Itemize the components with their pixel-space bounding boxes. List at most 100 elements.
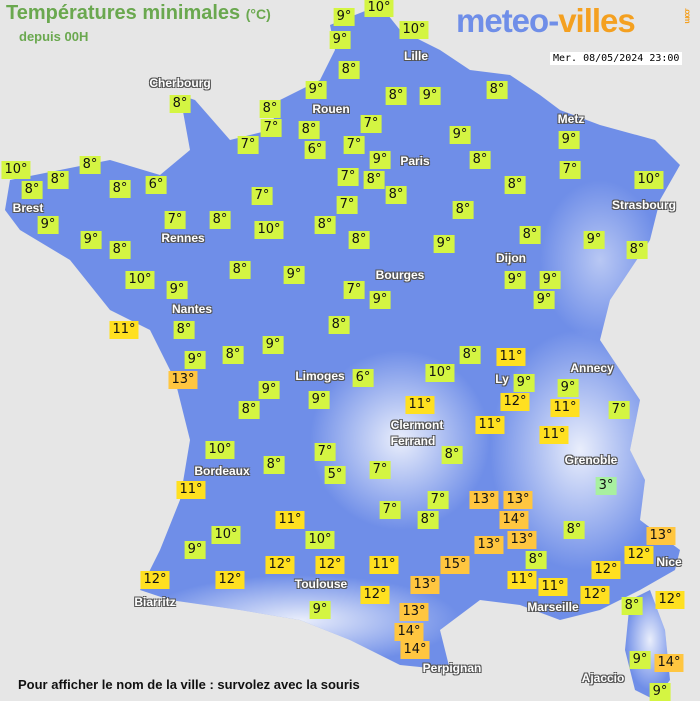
temperature-marker[interactable]: 8° [238, 401, 260, 419]
temperature-marker[interactable]: 9° [166, 281, 188, 299]
temperature-marker[interactable]: 13° [168, 371, 198, 389]
temperature-marker[interactable]: 9° [583, 231, 605, 249]
temperature-marker[interactable]: 8° [298, 121, 320, 139]
temperature-marker[interactable]: 6° [145, 176, 167, 194]
temperature-marker[interactable]: 9° [504, 271, 526, 289]
temperature-marker[interactable]: 8° [263, 456, 285, 474]
temperature-marker[interactable]: 9° [305, 81, 327, 99]
temperature-marker[interactable]: 8° [348, 231, 370, 249]
temperature-marker[interactable]: 9° [433, 235, 455, 253]
temperature-marker[interactable]: 9° [533, 291, 555, 309]
temperature-marker[interactable]: 12° [591, 561, 621, 579]
temperature-marker[interactable]: 8° [441, 446, 463, 464]
temperature-marker[interactable]: 8° [519, 226, 541, 244]
temperature-marker[interactable]: 7° [314, 443, 336, 461]
temperature-marker[interactable]: 13° [474, 536, 504, 554]
temperature-marker[interactable]: 9° [449, 126, 471, 144]
temperature-marker[interactable]: 7° [237, 136, 259, 154]
temperature-marker[interactable]: 3° [595, 477, 617, 495]
temperature-marker[interactable]: 8° [173, 321, 195, 339]
temperature-marker[interactable]: 10° [364, 0, 394, 17]
temperature-marker[interactable]: 12° [360, 586, 390, 604]
temperature-marker[interactable]: 9° [80, 231, 102, 249]
temperature-marker[interactable]: 8° [79, 156, 101, 174]
temperature-marker[interactable]: 9° [37, 216, 59, 234]
temperature-marker[interactable]: 13° [399, 603, 429, 621]
temperature-marker[interactable]: 8° [417, 511, 439, 529]
temperature-marker[interactable]: 9° [329, 31, 351, 49]
temperature-marker[interactable]: 10° [305, 531, 335, 549]
temperature-marker[interactable]: 8° [338, 61, 360, 79]
temperature-marker[interactable]: 7° [164, 211, 186, 229]
temperature-marker[interactable]: 7° [337, 168, 359, 186]
temperature-marker[interactable]: 14° [499, 511, 529, 529]
temperature-marker[interactable]: 9° [308, 391, 330, 409]
temperature-marker[interactable]: 10° [425, 364, 455, 382]
temperature-marker[interactable]: 8° [452, 201, 474, 219]
temperature-marker[interactable]: 15° [440, 556, 470, 574]
temperature-marker[interactable]: 11° [507, 571, 537, 589]
temperature-marker[interactable]: 8° [459, 346, 481, 364]
temperature-marker[interactable]: 6° [352, 369, 374, 387]
temperature-marker[interactable]: 9° [649, 683, 671, 701]
temperature-marker[interactable]: 7° [260, 119, 282, 137]
temperature-marker[interactable]: 9° [513, 374, 535, 392]
temperature-marker[interactable]: 7° [369, 461, 391, 479]
temperature-marker[interactable]: 8° [385, 186, 407, 204]
temperature-marker[interactable]: 8° [21, 181, 43, 199]
temperature-marker[interactable]: 13° [410, 576, 440, 594]
temperature-marker[interactable]: 8° [563, 521, 585, 539]
temperature-marker[interactable]: 10° [205, 441, 235, 459]
temperature-marker[interactable]: 9° [283, 266, 305, 284]
temperature-marker[interactable]: 12° [580, 586, 610, 604]
temperature-marker[interactable]: 8° [328, 316, 350, 334]
temperature-marker[interactable]: 11° [176, 481, 206, 499]
temperature-marker[interactable]: 9° [333, 8, 355, 26]
temperature-marker[interactable]: 11° [496, 348, 526, 366]
temperature-marker[interactable]: 9° [419, 87, 441, 105]
temperature-marker[interactable]: 7° [336, 196, 358, 214]
temperature-marker[interactable]: 7° [251, 187, 273, 205]
temperature-marker[interactable]: 9° [539, 271, 561, 289]
temperature-marker[interactable]: 8° [109, 241, 131, 259]
temperature-marker[interactable]: 12° [265, 556, 295, 574]
temperature-marker[interactable]: 6° [304, 141, 326, 159]
temperature-marker[interactable]: 8° [525, 551, 547, 569]
temperature-marker[interactable]: 11° [539, 426, 569, 444]
meteo-villes-logo[interactable]: meteo-villes .com [456, 2, 692, 40]
temperature-marker[interactable]: 8° [486, 81, 508, 99]
temperature-marker[interactable]: 11° [538, 578, 568, 596]
temperature-marker[interactable]: 7° [379, 501, 401, 519]
temperature-marker[interactable]: 10° [254, 221, 284, 239]
temperature-marker[interactable]: 8° [621, 597, 643, 615]
temperature-marker[interactable]: 13° [503, 491, 533, 509]
temperature-marker[interactable]: 8° [47, 171, 69, 189]
temperature-marker[interactable]: 9° [184, 541, 206, 559]
temperature-marker[interactable]: 14° [394, 623, 424, 641]
temperature-marker[interactable]: 10° [1, 161, 31, 179]
temperature-marker[interactable]: 13° [507, 531, 537, 549]
temperature-marker[interactable]: 9° [629, 651, 651, 669]
temperature-marker[interactable]: 11° [369, 556, 399, 574]
temperature-marker[interactable]: 7° [343, 281, 365, 299]
temperature-marker[interactable]: 13° [646, 527, 676, 545]
temperature-marker[interactable]: 12° [624, 546, 654, 564]
temperature-marker[interactable]: 11° [405, 396, 435, 414]
temperature-marker[interactable]: 7° [427, 491, 449, 509]
temperature-marker[interactable]: 10° [634, 171, 664, 189]
temperature-marker[interactable]: 8° [626, 241, 648, 259]
temperature-marker[interactable]: 11° [475, 416, 505, 434]
temperature-marker[interactable]: 9° [558, 131, 580, 149]
temperature-marker[interactable]: 9° [557, 379, 579, 397]
temperature-marker[interactable]: 8° [229, 261, 251, 279]
temperature-marker[interactable]: 11° [275, 511, 305, 529]
temperature-marker[interactable]: 13° [469, 491, 499, 509]
temperature-marker[interactable]: 8° [169, 95, 191, 113]
temperature-marker[interactable]: 12° [140, 571, 170, 589]
temperature-marker[interactable]: 10° [211, 526, 241, 544]
temperature-marker[interactable]: 9° [369, 291, 391, 309]
temperature-marker[interactable]: 8° [385, 87, 407, 105]
temperature-marker[interactable]: 11° [109, 321, 139, 339]
temperature-marker[interactable]: 7° [608, 401, 630, 419]
temperature-marker[interactable]: 7° [343, 136, 365, 154]
